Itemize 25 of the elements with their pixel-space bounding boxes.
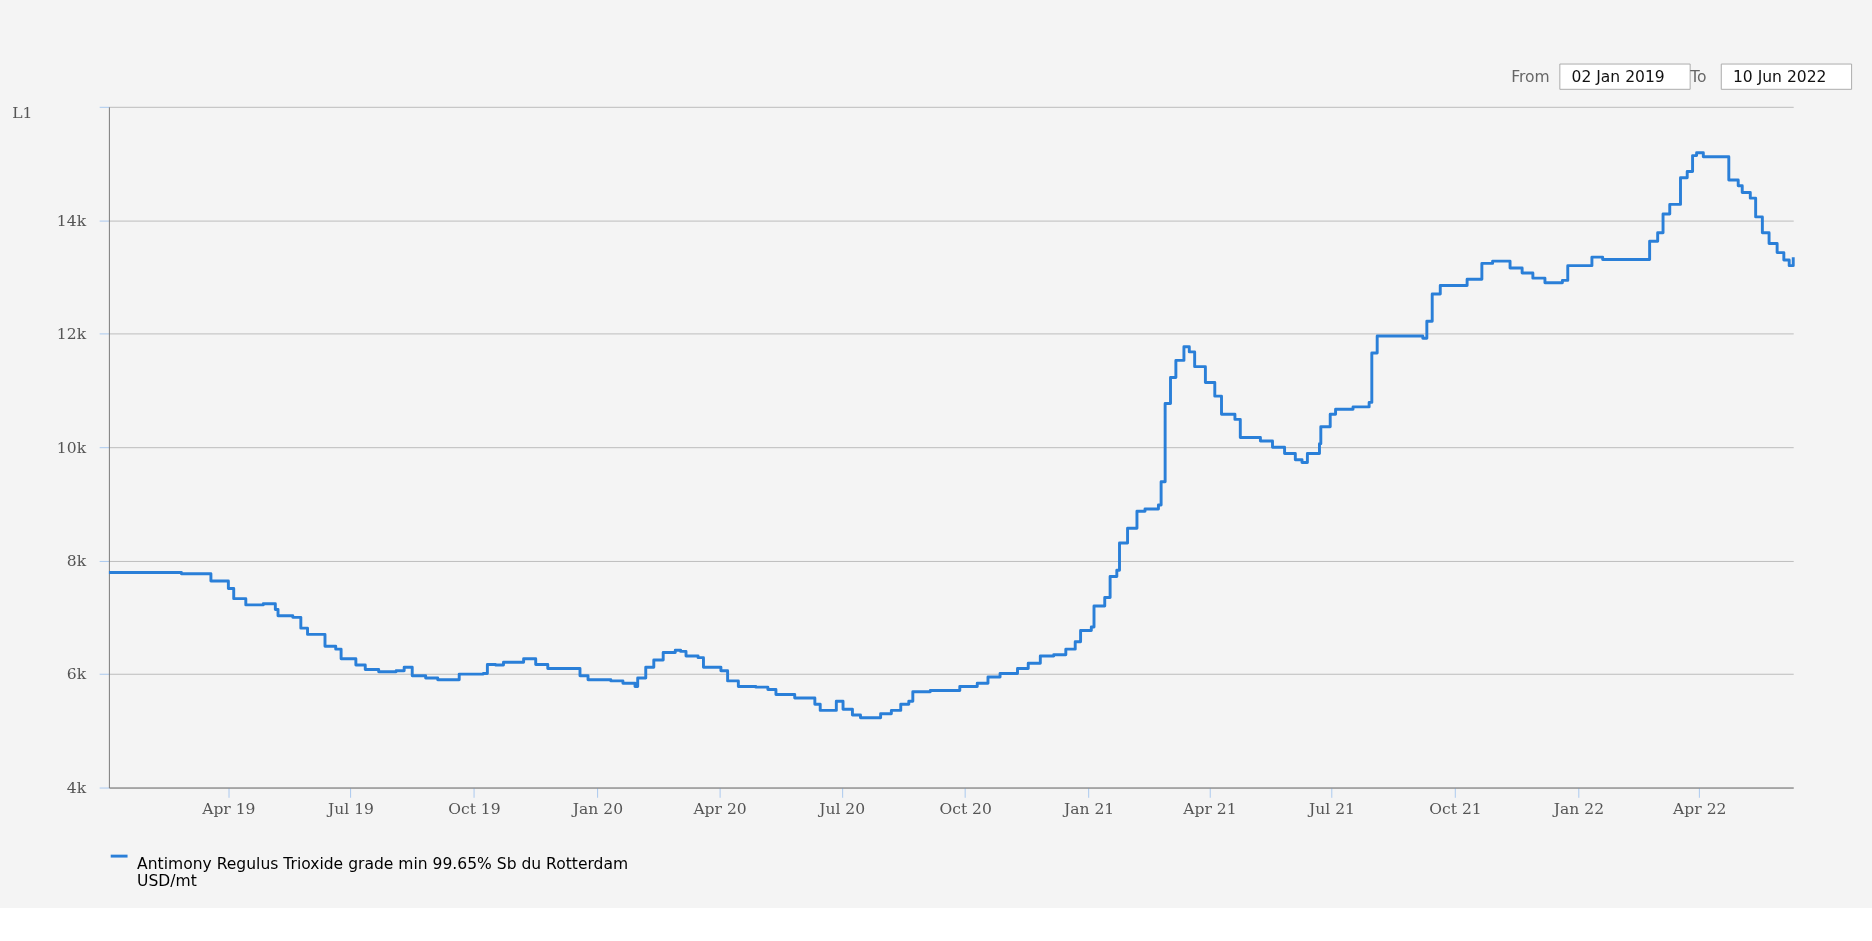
x-tick-label: Jul 20 — [817, 800, 866, 819]
text: To — [1689, 67, 1707, 86]
legend-label: Antimony Regulus Trioxide grade min 99.65% Sb du Rotterdam USD/mt — [137, 854, 629, 891]
y-tick-label: 8k — [66, 552, 87, 570]
y-tick-label: 6k — [66, 665, 87, 684]
y-tick-label: 10k — [56, 438, 87, 457]
y-tick-label: 4k — [66, 778, 87, 797]
x-tick-label: Jan 20 — [570, 800, 624, 819]
x-tick-label: Apr 21 — [1182, 800, 1237, 819]
text: 02 Jan 2019 — [1571, 67, 1665, 86]
x-tick-label: Oct 20 — [939, 800, 992, 819]
x-tick-label: Apr 19 — [201, 800, 256, 819]
x-tick-label: Apr 20 — [692, 800, 747, 819]
y-tick-label: 14k — [56, 211, 87, 230]
y-axis-title: L1 — [12, 104, 33, 123]
text: 10 Jun 2022 — [1732, 67, 1827, 86]
x-tick-label: Jul 19 — [326, 800, 374, 819]
x-tick-label: Jan 21 — [1062, 800, 1115, 819]
x-tick-label: Apr 22 — [1672, 800, 1727, 819]
x-tick-label: Jan 22 — [1551, 800, 1605, 819]
text: From — [1511, 67, 1550, 86]
x-tick-label: Oct 19 — [448, 800, 501, 819]
x-tick-label: Jul 21 — [1307, 800, 1356, 819]
y-tick-label: 12k — [56, 325, 87, 344]
x-tick-label: Oct 21 — [1429, 800, 1482, 819]
